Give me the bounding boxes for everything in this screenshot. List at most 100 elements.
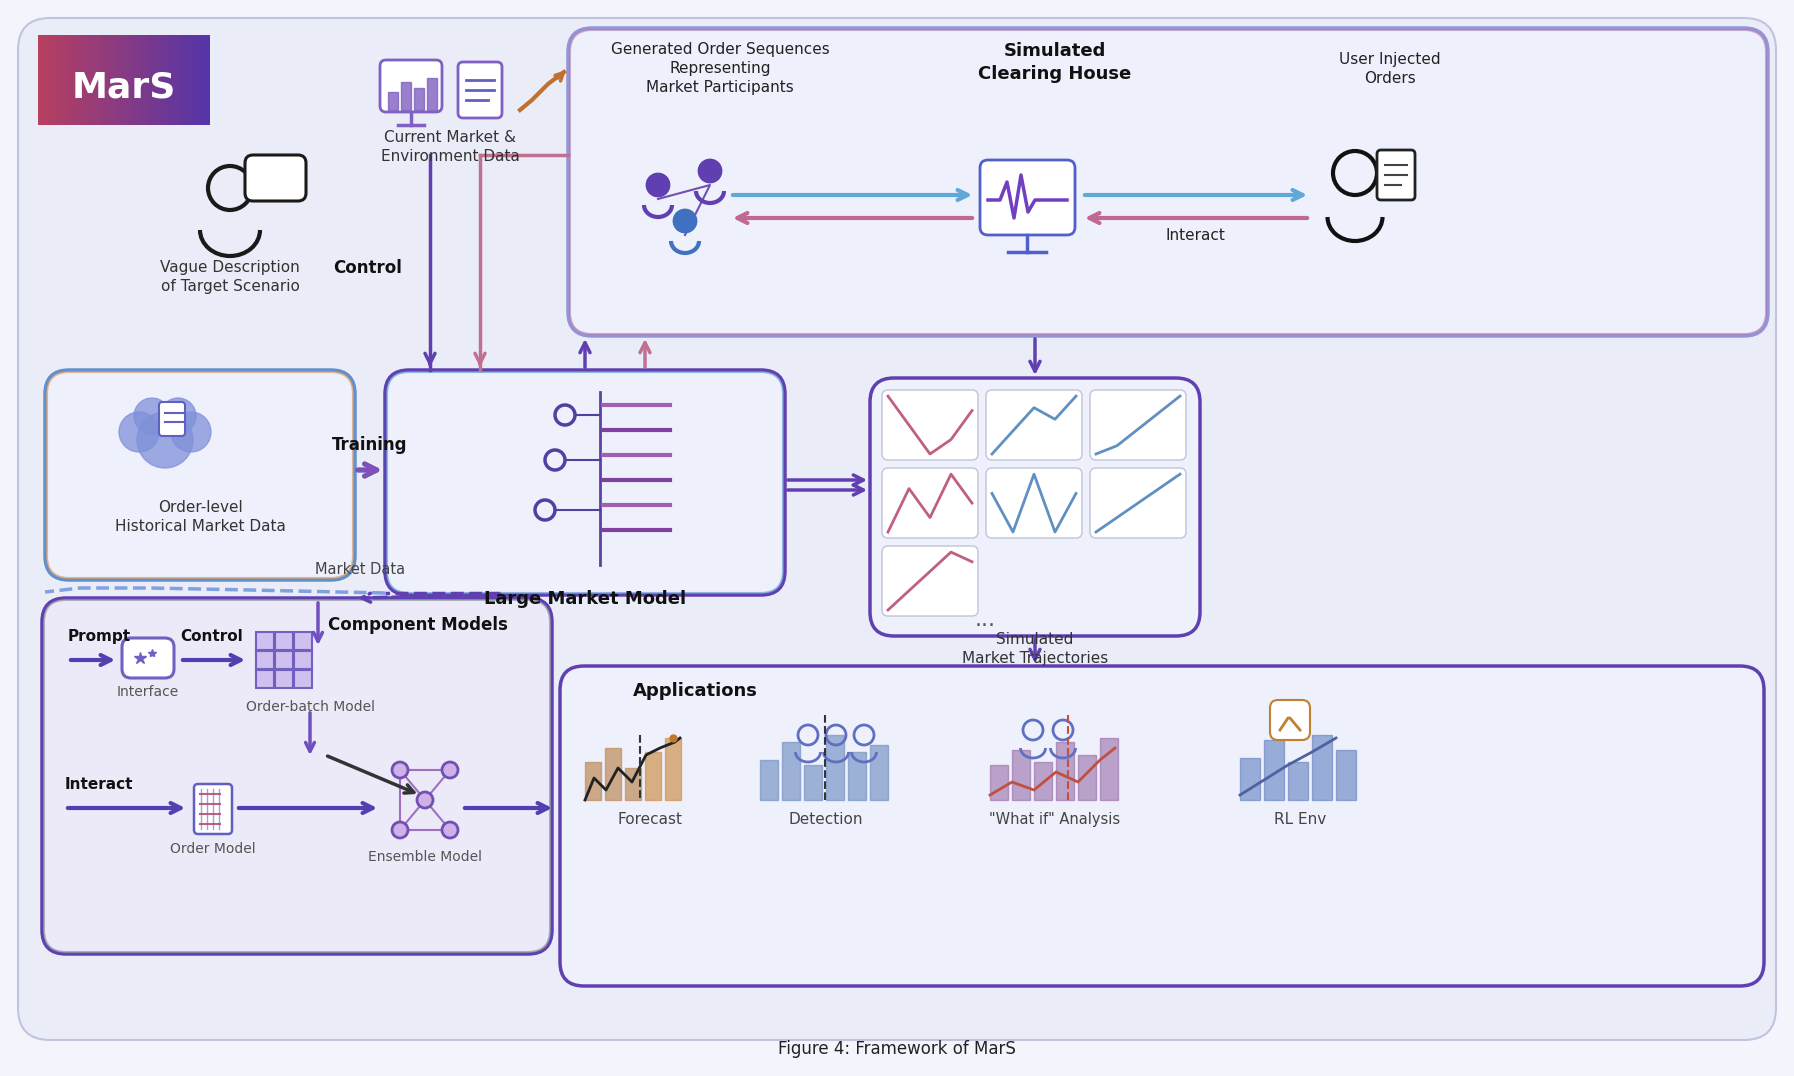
- FancyBboxPatch shape: [54, 36, 57, 125]
- Bar: [274, 651, 292, 669]
- Circle shape: [160, 398, 196, 434]
- Bar: [1288, 762, 1308, 799]
- FancyBboxPatch shape: [457, 62, 502, 118]
- FancyBboxPatch shape: [870, 378, 1200, 636]
- Bar: [849, 752, 867, 799]
- Text: Vague Description
of Target Scenario: Vague Description of Target Scenario: [160, 260, 300, 294]
- FancyBboxPatch shape: [43, 36, 48, 125]
- FancyBboxPatch shape: [987, 468, 1082, 538]
- FancyBboxPatch shape: [133, 36, 138, 125]
- FancyBboxPatch shape: [77, 36, 83, 125]
- FancyBboxPatch shape: [74, 36, 77, 125]
- Text: Order-batch Model: Order-batch Model: [246, 700, 375, 714]
- FancyBboxPatch shape: [987, 390, 1082, 461]
- Bar: [1240, 758, 1259, 799]
- FancyBboxPatch shape: [883, 390, 978, 461]
- Text: Applications: Applications: [633, 682, 757, 700]
- FancyBboxPatch shape: [88, 36, 93, 125]
- Text: Prompt: Prompt: [68, 629, 131, 645]
- Bar: [1057, 742, 1075, 799]
- Text: Order-level
Historical Market Data: Order-level Historical Market Data: [115, 500, 285, 534]
- FancyBboxPatch shape: [102, 36, 108, 125]
- Text: Control: Control: [334, 259, 402, 277]
- FancyBboxPatch shape: [124, 36, 127, 125]
- Bar: [646, 752, 660, 799]
- Bar: [427, 77, 438, 110]
- Text: Component Models: Component Models: [328, 615, 508, 634]
- Bar: [414, 88, 423, 110]
- Bar: [402, 82, 411, 110]
- FancyBboxPatch shape: [194, 784, 231, 834]
- Text: Figure 4: Framework of MarS: Figure 4: Framework of MarS: [779, 1040, 1015, 1058]
- Bar: [870, 745, 888, 799]
- Text: Interact: Interact: [65, 777, 133, 792]
- Bar: [605, 748, 621, 799]
- Bar: [761, 760, 779, 799]
- FancyBboxPatch shape: [18, 18, 1776, 1040]
- Bar: [257, 670, 274, 688]
- Circle shape: [648, 174, 669, 196]
- FancyBboxPatch shape: [560, 666, 1764, 986]
- Circle shape: [118, 412, 160, 452]
- Bar: [388, 93, 398, 110]
- Circle shape: [675, 210, 696, 232]
- FancyBboxPatch shape: [99, 36, 102, 125]
- FancyBboxPatch shape: [1270, 700, 1310, 740]
- FancyBboxPatch shape: [113, 36, 118, 125]
- Text: Detection: Detection: [789, 812, 863, 827]
- Bar: [666, 738, 682, 799]
- Circle shape: [393, 822, 407, 838]
- FancyBboxPatch shape: [1091, 390, 1186, 461]
- Bar: [804, 765, 822, 799]
- FancyBboxPatch shape: [160, 402, 185, 436]
- Bar: [1265, 740, 1285, 799]
- Bar: [585, 762, 601, 799]
- Bar: [1033, 762, 1051, 799]
- Bar: [294, 632, 312, 650]
- Circle shape: [393, 762, 407, 778]
- FancyBboxPatch shape: [41, 598, 553, 954]
- Circle shape: [441, 822, 457, 838]
- FancyBboxPatch shape: [246, 155, 307, 201]
- Bar: [990, 765, 1008, 799]
- Text: Generated Order Sequences
Representing
Market Participants: Generated Order Sequences Representing M…: [610, 42, 829, 96]
- Bar: [1311, 735, 1331, 799]
- Text: Simulated
Clearing House: Simulated Clearing House: [978, 42, 1132, 83]
- Text: MarS: MarS: [72, 71, 176, 105]
- Bar: [294, 670, 312, 688]
- Bar: [257, 632, 274, 650]
- Text: Interact: Interact: [1164, 228, 1225, 243]
- Circle shape: [136, 412, 194, 468]
- FancyBboxPatch shape: [980, 160, 1075, 235]
- Text: ...: ...: [974, 610, 996, 631]
- FancyBboxPatch shape: [883, 468, 978, 538]
- Text: Control: Control: [179, 629, 242, 645]
- Bar: [1100, 738, 1118, 799]
- FancyBboxPatch shape: [63, 36, 68, 125]
- Text: Simulated
Market Trajectories: Simulated Market Trajectories: [962, 632, 1109, 666]
- FancyBboxPatch shape: [883, 546, 978, 615]
- FancyBboxPatch shape: [83, 36, 88, 125]
- FancyBboxPatch shape: [1091, 468, 1186, 538]
- Bar: [274, 670, 292, 688]
- FancyBboxPatch shape: [118, 36, 124, 125]
- Bar: [1337, 750, 1356, 799]
- Bar: [294, 651, 312, 669]
- Text: Order Model: Order Model: [170, 843, 257, 856]
- Text: User Injected
Orders: User Injected Orders: [1338, 52, 1441, 86]
- Bar: [274, 632, 292, 650]
- Circle shape: [700, 160, 721, 182]
- Text: Large Market Model: Large Market Model: [484, 590, 685, 608]
- Text: Forecast: Forecast: [617, 812, 682, 827]
- FancyBboxPatch shape: [68, 36, 74, 125]
- Circle shape: [170, 412, 212, 452]
- FancyBboxPatch shape: [380, 60, 441, 112]
- Text: "What if" Analysis: "What if" Analysis: [990, 812, 1121, 827]
- Circle shape: [416, 792, 432, 808]
- Circle shape: [441, 762, 457, 778]
- Circle shape: [135, 398, 170, 434]
- FancyBboxPatch shape: [93, 36, 99, 125]
- Bar: [1012, 750, 1030, 799]
- Bar: [624, 768, 640, 799]
- FancyBboxPatch shape: [386, 370, 786, 595]
